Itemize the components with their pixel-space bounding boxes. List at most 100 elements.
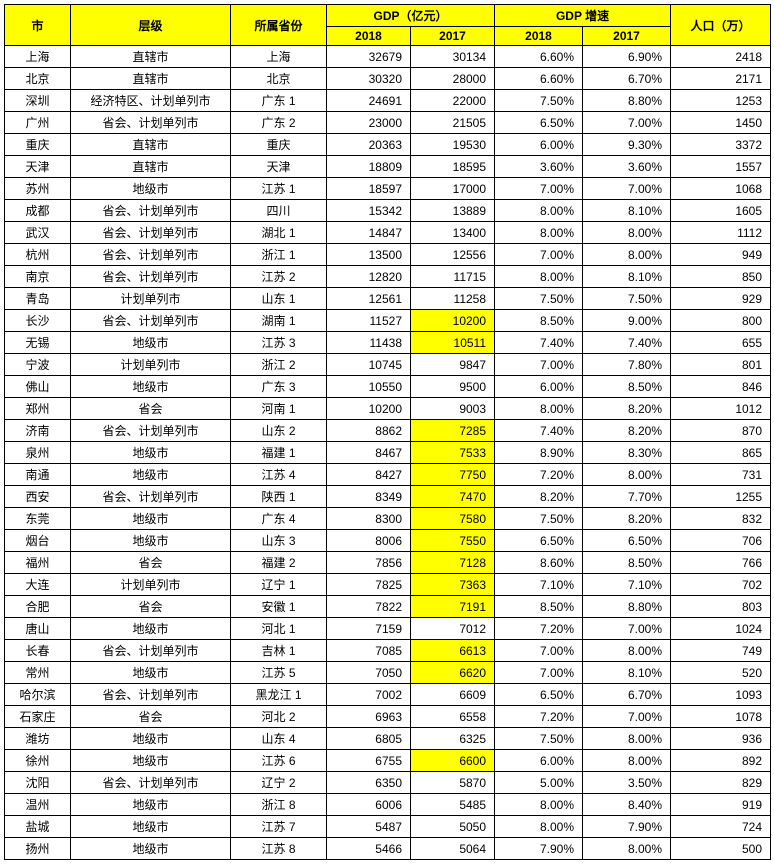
cell-gdp-2018: 8427 (327, 464, 411, 486)
cell-gdp-2018: 6805 (327, 728, 411, 750)
cell-gdp-2018: 13500 (327, 244, 411, 266)
cell-population: 2418 (671, 46, 771, 68)
table-row: 济南省会、计划单列市山东 2886272857.40%8.20%870 (5, 420, 771, 442)
cell-gdp-2018: 5487 (327, 816, 411, 838)
cell-rate-2018: 6.50% (495, 530, 583, 552)
cell-province: 山东 3 (231, 530, 327, 552)
cell-province: 江苏 3 (231, 332, 327, 354)
header-level: 层级 (71, 5, 231, 46)
cell-province: 河北 2 (231, 706, 327, 728)
cell-rate-2017: 8.20% (583, 398, 671, 420)
cell-gdp-2018: 10745 (327, 354, 411, 376)
cell-level: 地级市 (71, 618, 231, 640)
cell-gdp-2017: 9003 (411, 398, 495, 420)
cell-gdp-2018: 7002 (327, 684, 411, 706)
cell-rate-2018: 7.10% (495, 574, 583, 596)
cell-population: 520 (671, 662, 771, 684)
cell-province: 北京 (231, 68, 327, 90)
cell-level: 地级市 (71, 332, 231, 354)
cell-gdp-2017: 7580 (411, 508, 495, 530)
cell-level: 省会、计划单列市 (71, 266, 231, 288)
cell-gdp-2017: 5050 (411, 816, 495, 838)
cell-gdp-2017: 7550 (411, 530, 495, 552)
table-row: 北京直辖市北京30320280006.60%6.70%2171 (5, 68, 771, 90)
cell-population: 865 (671, 442, 771, 464)
cell-rate-2017: 8.40% (583, 794, 671, 816)
cell-city: 合肥 (5, 596, 71, 618)
cell-level: 计划单列市 (71, 288, 231, 310)
cell-gdp-2018: 6350 (327, 772, 411, 794)
cell-city: 深圳 (5, 90, 71, 112)
cell-rate-2018: 7.40% (495, 420, 583, 442)
table-row: 石家庄省会河北 2696365587.20%7.00%1078 (5, 706, 771, 728)
header-rate-2018: 2018 (495, 27, 583, 46)
cell-level: 省会、计划单列市 (71, 112, 231, 134)
table-row: 苏州地级市江苏 118597170007.00%7.00%1068 (5, 178, 771, 200)
cell-gdp-2017: 7191 (411, 596, 495, 618)
cell-city: 福州 (5, 552, 71, 574)
cell-gdp-2018: 8006 (327, 530, 411, 552)
cell-level: 计划单列市 (71, 354, 231, 376)
cell-level: 省会、计划单列市 (71, 684, 231, 706)
cell-city: 东莞 (5, 508, 71, 530)
table-row: 天津直辖市天津18809185953.60%3.60%1557 (5, 156, 771, 178)
cell-city: 盐城 (5, 816, 71, 838)
cell-gdp-2018: 24691 (327, 90, 411, 112)
cell-rate-2018: 3.60% (495, 156, 583, 178)
cell-city: 长春 (5, 640, 71, 662)
cell-gdp-2018: 12561 (327, 288, 411, 310)
cell-level: 直辖市 (71, 156, 231, 178)
cell-gdp-2018: 6755 (327, 750, 411, 772)
cell-gdp-2017: 7363 (411, 574, 495, 596)
cell-gdp-2017: 9500 (411, 376, 495, 398)
cell-gdp-2017: 6609 (411, 684, 495, 706)
header-gdp-2018: 2018 (327, 27, 411, 46)
table-row: 宁波计划单列市浙江 21074598477.00%7.80%801 (5, 354, 771, 376)
cell-population: 850 (671, 266, 771, 288)
cell-rate-2018: 7.00% (495, 662, 583, 684)
cell-level: 直辖市 (71, 46, 231, 68)
cell-gdp-2018: 20363 (327, 134, 411, 156)
cell-city: 上海 (5, 46, 71, 68)
cell-gdp-2018: 18809 (327, 156, 411, 178)
cell-gdp-2017: 9847 (411, 354, 495, 376)
cell-rate-2017: 7.10% (583, 574, 671, 596)
cell-rate-2017: 7.90% (583, 816, 671, 838)
cell-rate-2017: 8.20% (583, 420, 671, 442)
table-row: 福州省会福建 2785671288.60%8.50%766 (5, 552, 771, 574)
cell-population: 919 (671, 794, 771, 816)
cell-rate-2017: 7.70% (583, 486, 671, 508)
cell-rate-2018: 6.60% (495, 68, 583, 90)
cell-population: 702 (671, 574, 771, 596)
cell-population: 949 (671, 244, 771, 266)
cell-province: 安徽 1 (231, 596, 327, 618)
cell-level: 地级市 (71, 728, 231, 750)
cell-province: 河北 1 (231, 618, 327, 640)
cell-gdp-2017: 7750 (411, 464, 495, 486)
cell-rate-2017: 7.00% (583, 112, 671, 134)
cell-province: 福建 2 (231, 552, 327, 574)
gdp-table: 市 层级 所属省份 GDP（亿元） GDP 增速 人口（万） 2018 2017… (4, 4, 771, 860)
cell-city: 青岛 (5, 288, 71, 310)
table-row: 泉州地级市福建 1846775338.90%8.30%865 (5, 442, 771, 464)
cell-level: 地级市 (71, 442, 231, 464)
cell-level: 省会 (71, 552, 231, 574)
cell-level: 省会、计划单列市 (71, 772, 231, 794)
cell-rate-2018: 7.00% (495, 244, 583, 266)
cell-population: 832 (671, 508, 771, 530)
cell-province: 辽宁 2 (231, 772, 327, 794)
table-row: 杭州省会、计划单列市浙江 113500125567.00%8.00%949 (5, 244, 771, 266)
cell-gdp-2018: 6963 (327, 706, 411, 728)
cell-rate-2017: 6.90% (583, 46, 671, 68)
cell-city: 杭州 (5, 244, 71, 266)
cell-rate-2018: 6.00% (495, 134, 583, 156)
cell-province: 广东 3 (231, 376, 327, 398)
cell-city: 扬州 (5, 838, 71, 860)
cell-level: 省会 (71, 398, 231, 420)
cell-province: 广东 2 (231, 112, 327, 134)
cell-rate-2018: 8.50% (495, 310, 583, 332)
table-row: 重庆直辖市重庆20363195306.00%9.30%3372 (5, 134, 771, 156)
cell-gdp-2018: 8349 (327, 486, 411, 508)
cell-gdp-2018: 30320 (327, 68, 411, 90)
cell-gdp-2017: 18595 (411, 156, 495, 178)
